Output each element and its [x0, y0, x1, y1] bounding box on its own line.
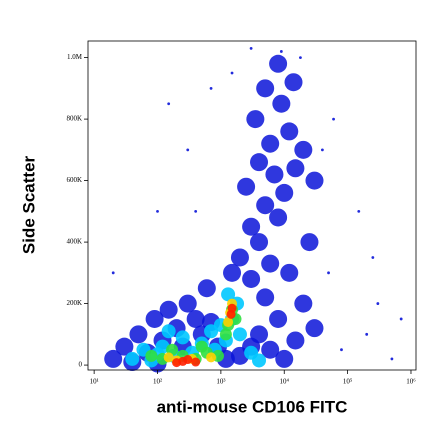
y-tick-label: 1.0M: [67, 53, 83, 61]
data-point: [275, 349, 294, 368]
data-point: [223, 263, 242, 282]
data-point: [320, 148, 324, 152]
data-point: [280, 263, 299, 282]
data-point: [223, 317, 234, 328]
x-tick-label: 10⁶: [406, 378, 416, 386]
data-point: [125, 351, 140, 366]
data-point: [230, 248, 249, 267]
data-point: [252, 353, 267, 368]
data-point: [279, 50, 283, 53]
data-point: [209, 86, 213, 90]
data-point: [156, 209, 159, 213]
data-point: [186, 309, 205, 328]
data-point: [261, 134, 280, 153]
data-point: [197, 279, 216, 298]
data-point: [280, 122, 299, 141]
plot-area: [104, 46, 403, 373]
data-point: [178, 294, 197, 313]
data-point: [183, 355, 193, 365]
data-point: [194, 209, 198, 213]
data-point: [129, 325, 148, 344]
data-point: [249, 46, 253, 50]
y-axis-title: Side Scatter: [19, 155, 38, 254]
data-point: [284, 73, 303, 92]
data-point: [256, 288, 275, 307]
data-point: [371, 256, 375, 259]
data-point: [221, 287, 236, 302]
data-point: [299, 56, 302, 60]
data-point: [167, 102, 171, 106]
data-point: [111, 271, 115, 275]
data-point: [365, 332, 369, 336]
x-tick-label: 10⁴: [280, 378, 290, 386]
data-point: [163, 352, 174, 363]
data-point: [145, 309, 164, 328]
data-point: [219, 328, 232, 341]
data-point: [186, 148, 190, 152]
x-tick-label: 10²: [153, 378, 162, 386]
data-point: [242, 269, 261, 288]
y-tick-label: 800K: [66, 115, 82, 123]
data-point: [376, 302, 380, 305]
data-point: [357, 209, 361, 213]
y-tick-label: 0: [79, 361, 83, 369]
data-point: [172, 358, 182, 368]
data-point: [305, 171, 324, 190]
data-point: [261, 340, 280, 359]
data-point: [300, 233, 319, 252]
data-point: [294, 140, 313, 159]
data-point: [265, 165, 284, 184]
data-point: [115, 337, 134, 356]
x-tick-label: 10⁵: [343, 378, 353, 386]
data-point: [305, 319, 324, 338]
data-point: [161, 324, 176, 339]
data-point: [159, 300, 178, 319]
data-point: [399, 317, 403, 321]
y-tick-label: 400K: [66, 238, 82, 246]
plot-frame: [87, 40, 417, 371]
data-point: [250, 233, 269, 252]
x-tick-label: 10³: [216, 378, 225, 386]
data-point: [294, 294, 313, 313]
data-point: [250, 153, 269, 172]
data-point: [275, 183, 294, 202]
data-point: [230, 71, 234, 75]
data-point: [256, 79, 275, 98]
data-point: [390, 357, 394, 361]
y-tick-label: 600K: [66, 176, 82, 184]
data-point: [237, 177, 256, 196]
data-point: [104, 349, 123, 368]
data-point: [246, 110, 265, 129]
data-point: [175, 330, 190, 345]
data-point: [340, 348, 343, 352]
data-point: [256, 196, 275, 215]
data-point: [286, 159, 305, 178]
data-point: [195, 340, 208, 353]
data-point: [269, 54, 288, 73]
data-point: [226, 309, 236, 319]
data-point: [269, 208, 288, 227]
data-point: [242, 217, 261, 236]
data-point: [332, 117, 335, 121]
data-point: [191, 357, 201, 367]
data-point: [286, 331, 305, 350]
data-point: [145, 349, 158, 362]
data-point: [250, 325, 269, 344]
x-axis-title: anti-mouse CD106 FITC: [157, 397, 348, 416]
data-point: [232, 327, 247, 342]
y-tick-label: 200K: [66, 299, 82, 307]
data-point: [206, 352, 217, 363]
x-tick-label: 10¹: [90, 378, 99, 386]
data-point: [204, 324, 219, 339]
data-point: [327, 271, 330, 275]
data-point: [269, 309, 288, 328]
data-point: [261, 254, 280, 273]
data-point: [272, 94, 291, 113]
